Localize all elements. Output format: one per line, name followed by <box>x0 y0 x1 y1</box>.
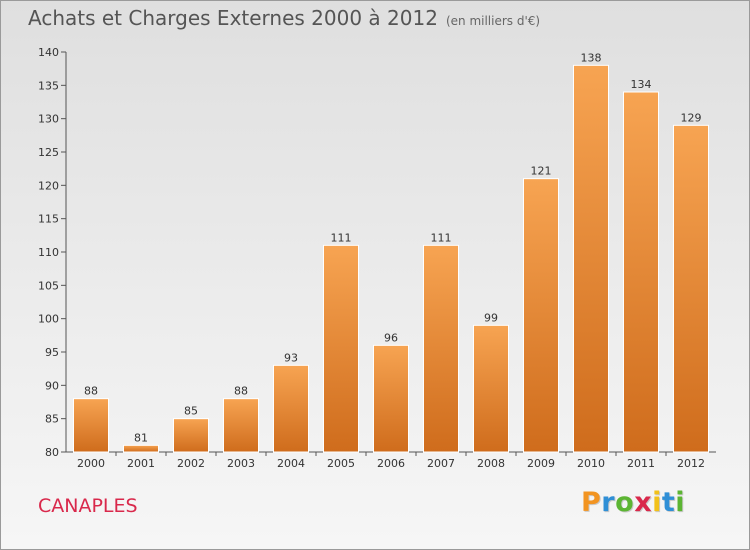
y-tick-label: 120 <box>38 179 59 192</box>
bar <box>523 178 559 453</box>
bar <box>373 344 409 453</box>
x-tick-label: 2005 <box>327 457 355 470</box>
y-tick-label: 95 <box>45 346 59 359</box>
y-tick-label: 90 <box>45 379 59 392</box>
x-tick-label: 2007 <box>427 457 455 470</box>
bar <box>273 364 309 453</box>
x-tick-label: 2010 <box>577 457 605 470</box>
chart-axes: 80 85 90 95 100 105 110 115 120 125 130 135 140 2000 2… <box>38 46 716 470</box>
y-tick-label: 115 <box>38 213 59 226</box>
x-tick-label: 2002 <box>177 457 205 470</box>
proxiti-logo: Proxiti <box>581 487 685 518</box>
bar-value-label: 129 <box>681 111 702 124</box>
y-tick-label: 140 <box>38 46 59 59</box>
x-tick-label: 2011 <box>627 457 655 470</box>
bar <box>223 398 259 453</box>
bar-value-label: 93 <box>284 351 298 364</box>
chart-unit: (en milliers d'€) <box>445 14 541 28</box>
x-tick-label: 2003 <box>227 457 255 470</box>
y-tick-label: 130 <box>38 113 59 126</box>
x-tick-label: 2012 <box>677 457 705 470</box>
logo-letter: P <box>581 487 602 518</box>
chart-value-labels: 88 81 85 88 93 111 96 111 99 121 138 134 129 <box>84 51 702 444</box>
chart-title: Achats et Charges Externes 2000 à 2012 (e… <box>28 6 540 30</box>
logo-letter: o <box>615 487 635 518</box>
y-tick-label: 135 <box>38 79 59 92</box>
commune-name: CANAPLES <box>38 495 138 517</box>
bar-value-label: 88 <box>84 385 98 398</box>
bar <box>423 244 459 453</box>
chart-bars <box>73 64 709 453</box>
bar-value-label: 88 <box>234 385 248 398</box>
x-tick-label: 2006 <box>377 457 405 470</box>
bar-value-label: 134 <box>631 78 652 91</box>
x-tick-label: 2008 <box>477 457 505 470</box>
bar-value-label: 81 <box>134 431 148 444</box>
bar-value-label: 111 <box>431 231 452 244</box>
bar <box>673 124 709 453</box>
bar <box>173 418 209 453</box>
bar-value-label: 85 <box>184 405 198 418</box>
y-tick-label: 100 <box>38 313 59 326</box>
logo-letter: i <box>652 487 662 518</box>
bar <box>623 91 659 453</box>
x-tick-label: 2004 <box>277 457 305 470</box>
logo-letter: i <box>675 487 686 518</box>
y-tick-label: 125 <box>38 146 59 159</box>
bar <box>73 398 109 453</box>
y-tick-label: 80 <box>45 446 59 459</box>
bar-value-label: 99 <box>484 311 498 324</box>
bar-value-label: 138 <box>581 51 602 64</box>
bar-value-label: 121 <box>531 165 552 178</box>
bar <box>323 244 359 453</box>
bar <box>123 444 159 453</box>
bar-value-label: 96 <box>384 331 398 344</box>
logo-letter: r <box>601 487 616 518</box>
chart-title-text: Achats et Charges Externes 2000 à 2012 <box>28 6 438 30</box>
y-tick-label: 110 <box>38 246 59 259</box>
x-tick-label: 2009 <box>527 457 555 470</box>
logo-letter: x <box>634 487 653 518</box>
x-tick-label: 2000 <box>77 457 105 470</box>
bar <box>573 64 609 453</box>
bar <box>473 324 509 453</box>
y-tick-label: 85 <box>45 413 59 426</box>
logo-letter: t <box>661 487 676 518</box>
x-tick-label: 2001 <box>127 457 155 470</box>
y-tick-label: 105 <box>38 279 59 292</box>
bar-value-label: 111 <box>331 231 352 244</box>
